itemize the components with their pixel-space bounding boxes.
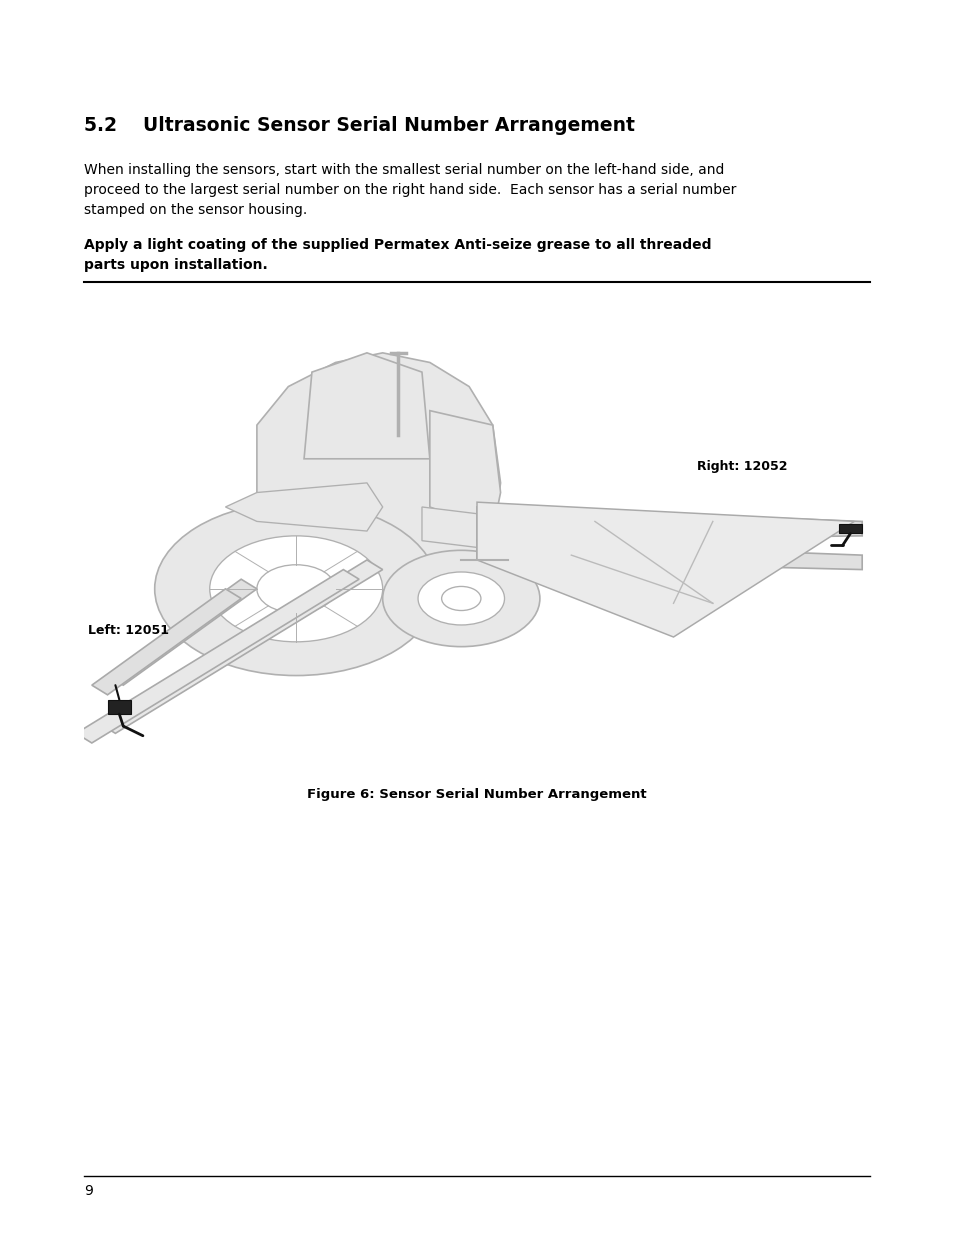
Circle shape: [210, 536, 382, 642]
Text: Right: 12052: Right: 12052: [697, 461, 787, 473]
Polygon shape: [430, 410, 500, 531]
Circle shape: [382, 551, 539, 647]
Polygon shape: [99, 559, 382, 734]
Text: Figure 6: Sensor Serial Number Arrangement: Figure 6: Sensor Serial Number Arrangeme…: [307, 788, 646, 802]
Polygon shape: [76, 569, 358, 743]
Text: 5.2    Ultrasonic Sensor Serial Number Arrangement: 5.2 Ultrasonic Sensor Serial Number Arra…: [84, 116, 634, 135]
Circle shape: [154, 503, 437, 676]
Polygon shape: [108, 579, 256, 685]
Text: 9: 9: [84, 1184, 92, 1198]
Text: Apply a light coating of the supplied Permatex Anti-seize grease to all threaded: Apply a light coating of the supplied Pe…: [84, 238, 711, 273]
Polygon shape: [476, 506, 862, 541]
Circle shape: [417, 572, 504, 625]
Text: Left: 12051: Left: 12051: [88, 624, 169, 637]
Polygon shape: [91, 589, 241, 695]
Polygon shape: [838, 524, 862, 534]
Polygon shape: [304, 353, 430, 459]
Circle shape: [256, 564, 335, 613]
Polygon shape: [421, 506, 500, 551]
Polygon shape: [476, 503, 854, 637]
Polygon shape: [476, 541, 862, 569]
Circle shape: [441, 587, 480, 610]
Polygon shape: [256, 353, 500, 589]
Polygon shape: [108, 699, 131, 714]
Text: When installing the sensors, start with the smallest serial number on the left-h: When installing the sensors, start with …: [84, 163, 736, 217]
Polygon shape: [225, 483, 382, 531]
